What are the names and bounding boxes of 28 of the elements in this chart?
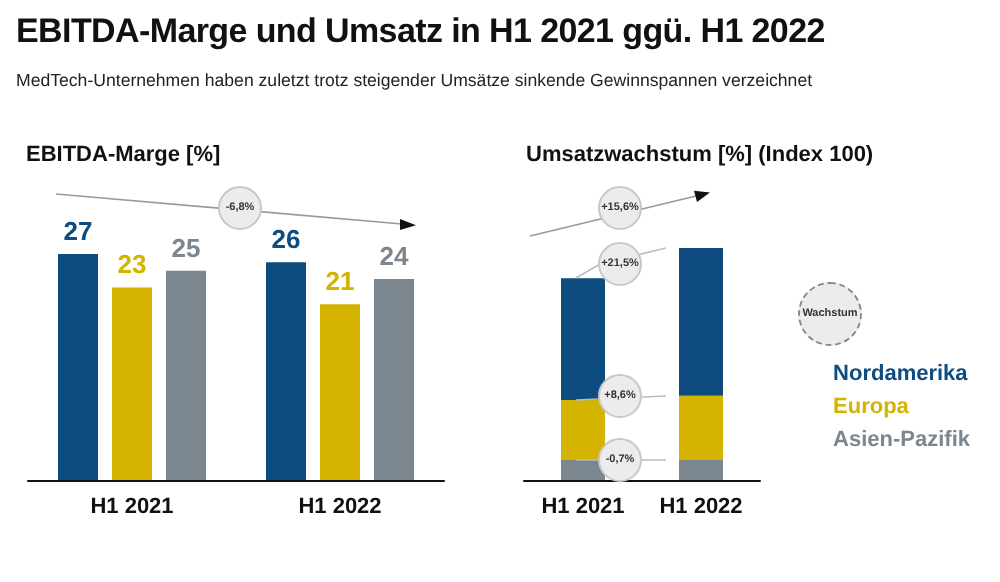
data-label: 24 <box>379 241 410 272</box>
text: Europa <box>833 395 911 419</box>
bar <box>112 287 152 480</box>
bar <box>679 460 723 480</box>
x-tick-label: H1 2022 <box>298 495 382 519</box>
data-label: 25 <box>171 232 201 263</box>
chart-title: Umsatzwachstum [%] (Index 100) <box>526 143 874 167</box>
bar <box>374 279 414 480</box>
x-tick-label: H1 2021 <box>90 495 174 519</box>
bar <box>166 270 206 480</box>
bar <box>58 254 98 480</box>
text: Nordamerika <box>833 362 970 386</box>
bar <box>266 262 306 480</box>
bar <box>320 304 360 480</box>
chart-subtitle: MedTech-Unternehmen haben zuletzt trotz steigender Umsätze sinkende Gewinnspannen verzeichnet <box>16 70 813 90</box>
data-label: 27 <box>63 216 93 246</box>
chart-title: EBITDA-Marge und Umsatz in H1 2021 ggü. H1 2022 <box>16 12 825 52</box>
x-tick-label: H1 2021 <box>541 495 625 519</box>
data-label: 26 <box>271 224 301 255</box>
bar <box>679 395 723 461</box>
data-label: 23 <box>117 249 147 280</box>
x-tick-label: H1 2022 <box>659 495 743 519</box>
bar <box>679 248 723 396</box>
data-label: 21 <box>325 266 355 297</box>
y-axis-title: EBITDA-Marge [%] <box>26 143 222 167</box>
text: Asien-Pazifik <box>833 428 972 452</box>
bar <box>561 278 605 400</box>
bar <box>561 399 605 461</box>
